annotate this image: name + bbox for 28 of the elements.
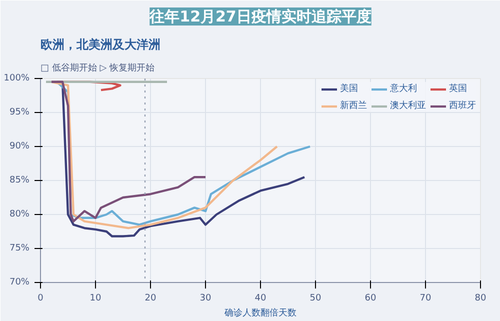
- legend-label: 意大利: [390, 82, 417, 95]
- x-tick-label: 30: [200, 294, 212, 304]
- y-tick-label: 75%: [9, 244, 30, 254]
- x-tick-label: 50: [310, 294, 322, 304]
- x-axis-title: 确诊人数翻倍天数: [224, 308, 296, 318]
- x-tick-label: 10: [90, 294, 102, 304]
- legend-label: 澳大利亚: [390, 100, 426, 112]
- y-tick-label: 70%: [9, 278, 30, 288]
- x-tick-label: 40: [254, 294, 266, 304]
- legend-label: 英国: [449, 82, 468, 95]
- line-series: [50, 80, 278, 230]
- x-tick-label: 70: [420, 294, 432, 304]
- legend-label: 新西兰: [340, 100, 367, 112]
- legend-label: 美国: [340, 82, 359, 95]
- y-tick-label: 85%: [9, 176, 30, 186]
- y-tick-label: 80%: [9, 210, 30, 220]
- x-tick-label: 20: [144, 294, 156, 304]
- line-series: [50, 80, 207, 222]
- y-tick-label: 100%: [4, 74, 30, 84]
- x-tick-label: 60: [364, 294, 376, 304]
- chart-subtitle: 欧洲，北美洲及大洋洲: [40, 38, 160, 52]
- y-tick-label: 95%: [9, 108, 30, 118]
- y-tick-label: 90%: [9, 142, 30, 152]
- chart-title: 往年12月27日疫情实时追踪平度: [148, 8, 372, 26]
- legend-label: 西班牙: [449, 100, 476, 112]
- x-tick-label: 0: [38, 294, 44, 304]
- text: □ 低谷期开始 ▷ 恢复期开始: [40, 64, 155, 74]
- x-tick-label: 80: [474, 294, 486, 304]
